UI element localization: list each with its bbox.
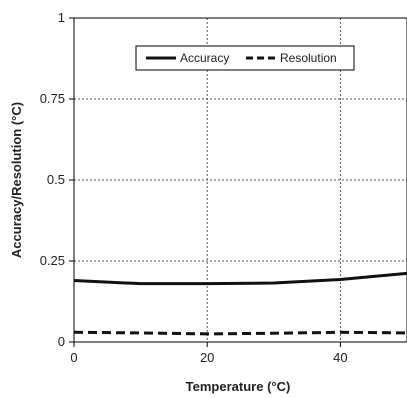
series-lines (73, 271, 407, 336)
series-line-accuracy (73, 271, 407, 286)
y-tick-label: 1 (58, 10, 65, 25)
legend-label-accuracy: Accuracy (180, 51, 229, 65)
y-tick-label: 0.75 (40, 91, 65, 106)
x-axis-title: Temperature (°C) (186, 379, 291, 394)
grid-lines (74, 18, 407, 342)
legend: Accuracy Resolution (135, 45, 355, 71)
series-line-resolution (73, 330, 407, 336)
x-tick-label: 0 (70, 350, 77, 365)
y-tick-label: 0.5 (47, 172, 65, 187)
y-tick-label: 0 (58, 334, 65, 349)
x-axis-ticks: 0 20 40 (70, 342, 348, 365)
legend-label-resolution: Resolution (280, 51, 337, 65)
y-tick-label: 0.25 (40, 253, 65, 268)
x-tick-label: 40 (333, 350, 347, 365)
x-tick-label: 20 (200, 350, 214, 365)
y-axis-ticks: 0 0.25 0.5 0.75 1 (40, 10, 74, 349)
y-axis-title: Accuracy/Resolution (°C) (9, 102, 24, 258)
